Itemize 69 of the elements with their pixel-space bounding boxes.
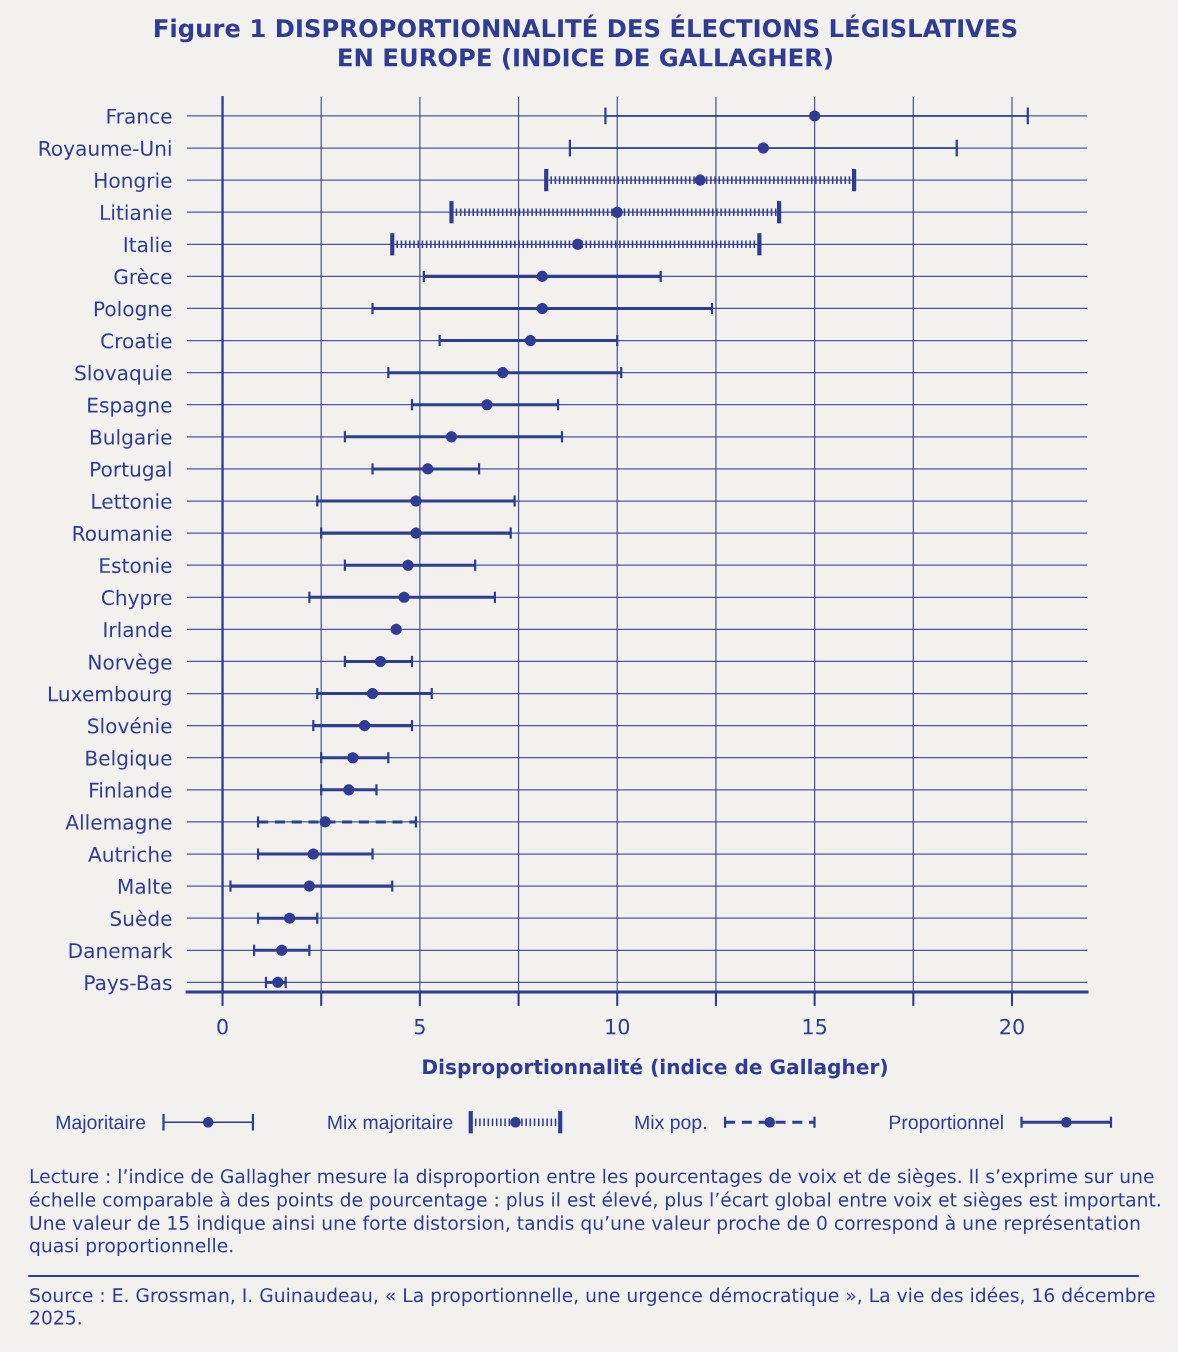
y-tick-label: Italie [124, 236, 172, 253]
x-axis-title: Disproportionnalité (indice de Gallagher) [423, 1058, 887, 1079]
point [390, 623, 402, 635]
y-tick-label: Lettonie [92, 493, 172, 509]
legend-label: Mix pop. [635, 1114, 706, 1134]
y-tick-label: Estonie [100, 557, 172, 574]
y-tick-label: Autriche [88, 846, 172, 862]
y-tick-label: Irlande [104, 621, 172, 638]
point [366, 688, 379, 700]
point [374, 655, 386, 668]
y-tick-label: Slovénie [88, 717, 172, 734]
y-tick-label: Norvège [89, 653, 172, 674]
point [422, 463, 434, 475]
point [284, 912, 296, 924]
point [524, 335, 536, 347]
y-tick-label: Danemark [69, 942, 173, 959]
point [445, 431, 458, 443]
legend-label: Proportionnel [889, 1114, 1003, 1134]
text: Lecture : l’indice de Gallagher mesure la disproportion entre les pourcentages de voix et de sièges. Il s’exprime sur une échelle comparable à des points de pourcentage : plus il est élevé, plus l’écart global entre voix et sièges est important. Une valeur de 15 indique ainsi une forte distorsion, tandis qu’une valeur proche de 0 correspond à une représentation quasi proportionnelle. [30, 1168, 1160, 1257]
y-tick-label: Chypre [101, 589, 172, 610]
point [536, 270, 548, 282]
y-tick-label: Finlande [90, 782, 172, 798]
point [319, 816, 331, 828]
point [307, 848, 319, 860]
point [272, 976, 284, 988]
point [347, 752, 359, 764]
chart-title: Figure 1 DISPROPORTIONNALITÉ DES ÉLECTIONS LÉGISLATIVES EN EUROPE (INDICE DE GALLAGHER) [155, 14, 1017, 70]
y-tick-label: Croatie [101, 332, 172, 349]
y-tick-label: Portugal [91, 461, 171, 481]
x-tick-label: 5 [414, 1019, 425, 1035]
y-tick-label: Roumanie [73, 525, 172, 542]
x-tick-label: 15 [803, 1019, 827, 1035]
point [536, 302, 548, 315]
point [497, 367, 509, 379]
y-tick-label: Slovaquie [75, 365, 172, 385]
y-tick-label: Bulgarie [90, 429, 172, 449]
y-tick-label: Malte [118, 878, 172, 895]
y-tick-label: Pays-Bas [85, 975, 172, 995]
point [359, 720, 371, 732]
y-tick-label: France [107, 108, 172, 124]
y-tick-label: Espagne [88, 397, 172, 417]
point [276, 944, 288, 956]
point [410, 527, 422, 539]
point [809, 110, 821, 122]
x-tick-label: 0 [217, 1018, 228, 1035]
legend-label: Mix majoritaire [328, 1114, 453, 1134]
y-tick-label: Allemagne [65, 814, 172, 834]
point [572, 238, 584, 250]
point [694, 174, 706, 186]
legend-label: Majoritaire [56, 1114, 146, 1134]
point [410, 495, 422, 507]
point [303, 880, 315, 892]
point [343, 784, 355, 796]
y-tick-label: Hongrie [95, 172, 172, 192]
point [398, 591, 410, 603]
x-tick-label: 20 [1000, 1018, 1024, 1035]
y-tick-label: Royaume-Uni [39, 140, 171, 160]
y-tick-label: Pologne [94, 300, 172, 321]
y-tick-label: Luxembourg [48, 685, 171, 706]
y-tick-label: Suède [110, 909, 172, 927]
y-tick-label: Belgique [86, 750, 172, 770]
y-tick-label: Litianie [101, 204, 172, 221]
source-note: Source : E. Grossman, I. Guinaudeau, « La proportionnelle, une urgence démocratique », La vie des idées, 16 décembre 2025. [30, 1287, 1155, 1325]
y-tick-label: Grèce [114, 267, 172, 285]
point [402, 559, 414, 571]
point [611, 206, 623, 218]
point [481, 399, 493, 411]
point [757, 142, 769, 154]
x-tick-label: 10 [606, 1018, 630, 1035]
